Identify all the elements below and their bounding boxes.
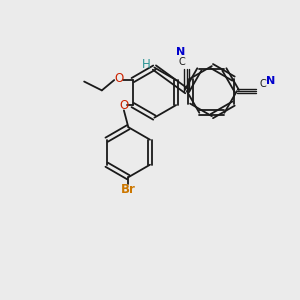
Text: C: C	[178, 57, 185, 67]
Text: O: O	[119, 99, 128, 112]
Text: H: H	[142, 58, 151, 71]
Text: N: N	[266, 76, 276, 86]
Text: N: N	[176, 47, 185, 57]
Text: C: C	[260, 79, 267, 89]
Text: O: O	[115, 72, 124, 85]
Text: Br: Br	[121, 182, 136, 196]
